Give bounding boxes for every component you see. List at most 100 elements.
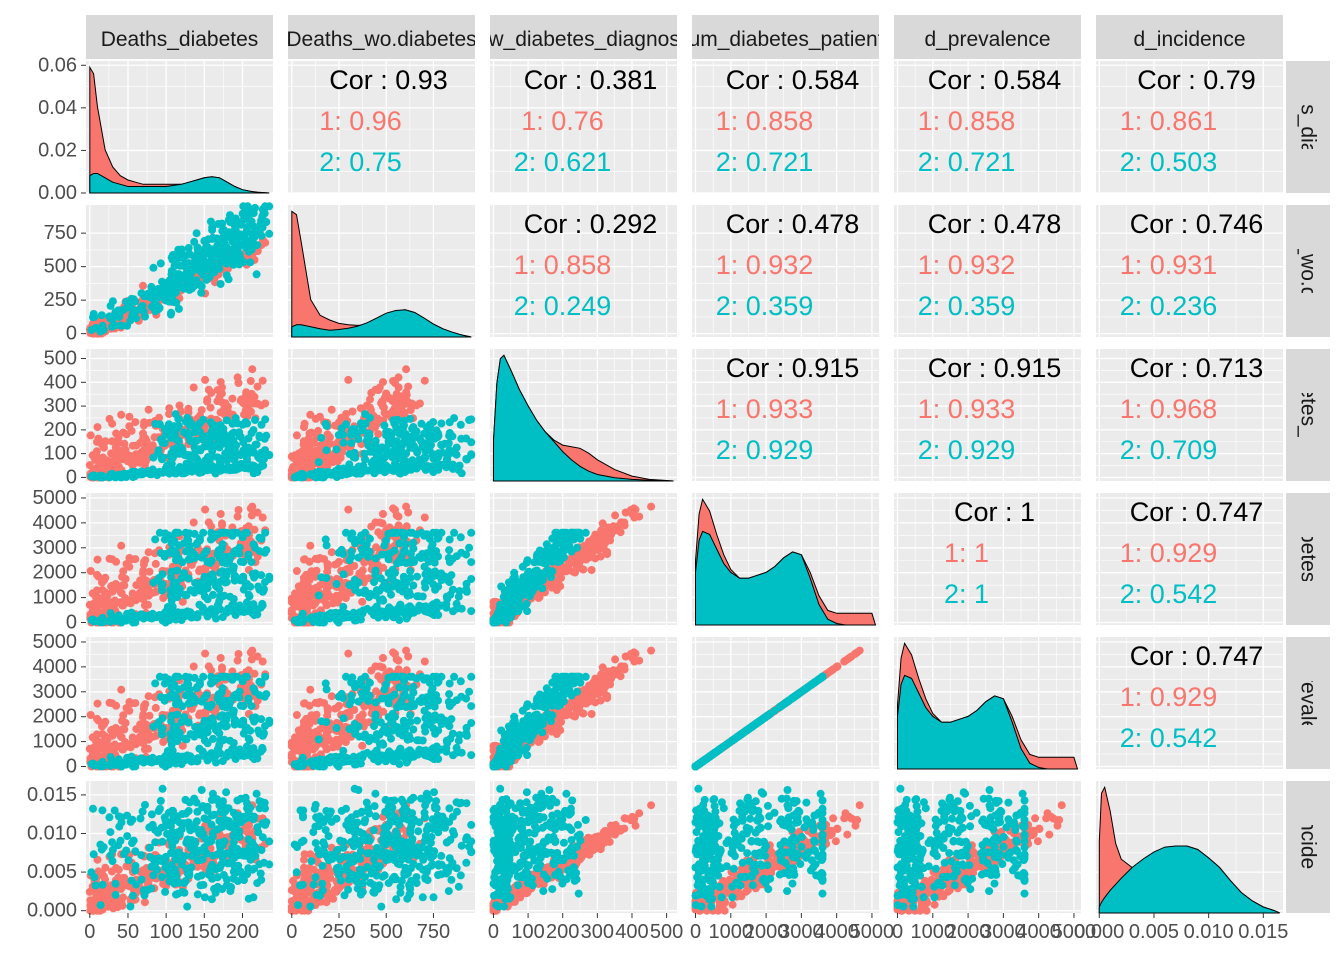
scatter-point-group-2: [548, 557, 557, 566]
scatter-point-group-2: [190, 673, 199, 682]
scatter-point-group-2: [426, 609, 435, 618]
scatter-point-group-2: [243, 672, 252, 681]
scatter-point-group-2: [172, 298, 181, 307]
scatter-point-group-2: [157, 453, 166, 462]
scatter-point-group-2: [174, 589, 183, 598]
scatter-point-group-1: [201, 649, 210, 658]
scatter-point-group-2: [248, 569, 257, 578]
scatter-point-group-2: [230, 572, 239, 581]
scatter-point-group-1: [394, 521, 403, 530]
scatter-point-group-1: [342, 410, 351, 418]
scatter-point-group-2: [192, 229, 201, 238]
scatter-point-group-2: [177, 574, 186, 582]
scatter-point-group-1: [373, 415, 382, 424]
scatter-point-group-2: [256, 747, 265, 756]
scatter-point-group-2: [406, 414, 415, 423]
scatter-point-group-2: [192, 454, 201, 463]
scatter-point-group-2: [450, 528, 459, 537]
panel-r2-c2: [288, 205, 475, 338]
panel-background: [894, 205, 1081, 337]
scatter-point-group-1: [207, 388, 216, 397]
scatter-point-group-1: [131, 418, 140, 427]
scatter-point-group-2: [214, 690, 223, 699]
scatter-point-group-2: [208, 226, 217, 235]
scatter-point-group-2: [108, 472, 117, 481]
scatter-point-group-2: [193, 246, 202, 255]
scatter-point-group-2: [199, 270, 207, 279]
scatter-point-group-1: [300, 598, 309, 607]
scatter-point-group-1: [327, 692, 336, 701]
scatter-point-group-2: [137, 289, 146, 298]
scatter-point-group-2: [244, 217, 253, 226]
scatter-point-group-2: [167, 683, 176, 692]
scatter-point-group-1: [564, 559, 573, 568]
scatter-point-group-2: [219, 672, 228, 681]
scatter-point-group-1: [647, 502, 656, 511]
scatter-point-group-1: [385, 393, 393, 402]
scatter-point-group-1: [344, 505, 353, 514]
scatter-point-group-2: [156, 549, 165, 558]
panel-r2-c1: [85, 202, 274, 338]
scatter-point-group-2: [265, 229, 274, 238]
scatter-point-group-2: [259, 731, 268, 740]
scatter-point-group-2: [108, 297, 117, 306]
scatter-point-group-2: [174, 672, 183, 681]
scatter-point-group-2: [347, 439, 356, 447]
scatter-point-group-2: [184, 429, 193, 438]
scatter-point-group-2: [393, 607, 402, 616]
scatter-point-group-1: [127, 458, 135, 467]
scatter-point-group-2: [249, 209, 258, 218]
scatter-point-group-2: [317, 433, 326, 442]
scatter-point-group-2: [364, 435, 373, 444]
scatter-point-group-2: [192, 724, 201, 733]
scatter-point-group-1: [216, 654, 225, 662]
scatter-point-group-1: [305, 443, 314, 452]
scatter-point-group-1: [111, 459, 120, 468]
scatter-point-group-1: [314, 446, 323, 455]
scatter-point-group-2: [388, 429, 397, 438]
scatter-point-group-2: [211, 442, 220, 451]
scatter-point-group-2: [434, 533, 443, 542]
panel-r1-c3: [490, 61, 677, 194]
scatter-point-group-2: [413, 592, 422, 601]
scatter-point-group-2: [370, 578, 378, 587]
scatter-point-group-1: [95, 594, 104, 603]
scatter-point-group-2: [206, 703, 215, 711]
panel-r2-c6: [1096, 205, 1283, 337]
scatter-point-group-2: [161, 279, 170, 288]
scatter-point-group-2: [229, 234, 238, 243]
scatter-point-group-2: [465, 543, 474, 552]
scatter-point-group-1: [141, 434, 150, 443]
scatter-point-group-2: [226, 696, 235, 705]
scatter-point-group-2: [200, 716, 209, 725]
scatter-point-group-2: [208, 753, 217, 762]
scatter-point-group-2: [229, 260, 238, 269]
scatter-point-group-2: [410, 557, 418, 566]
scatter-point-group-2: [247, 702, 256, 711]
scatter-point-group-2: [222, 578, 231, 587]
scatter-point-group-1: [412, 401, 421, 410]
scatter-point-group-2: [334, 548, 343, 557]
scatter-point-group-1: [327, 405, 336, 414]
scatter-point-group-2: [257, 715, 266, 724]
scatter-point-group-2: [562, 538, 571, 547]
scatter-point-group-2: [184, 451, 193, 459]
scatter-point-group-1: [222, 407, 231, 416]
scatter-point-group-2: [257, 571, 266, 580]
scatter-point-group-2: [467, 450, 476, 459]
scatter-point-group-1: [611, 511, 620, 520]
scatter-point-group-2: [193, 423, 202, 431]
scatter-point-group-2: [530, 580, 539, 588]
panel-background: [490, 205, 677, 337]
scatter-point-group-1: [234, 650, 243, 658]
scatter-point-group-2: [97, 311, 106, 320]
scatter-point-group-2: [207, 528, 216, 537]
scatter-point-group-2: [241, 751, 250, 760]
scatter-point-group-2: [337, 471, 346, 480]
scatter-point-group-2: [161, 467, 170, 476]
scatter-point-group-2: [178, 702, 187, 711]
scatter-point-group-2: [261, 415, 270, 424]
scatter-point-group-2: [371, 554, 380, 563]
scatter-point-group-2: [251, 416, 259, 424]
scatter-point-group-2: [248, 445, 257, 454]
